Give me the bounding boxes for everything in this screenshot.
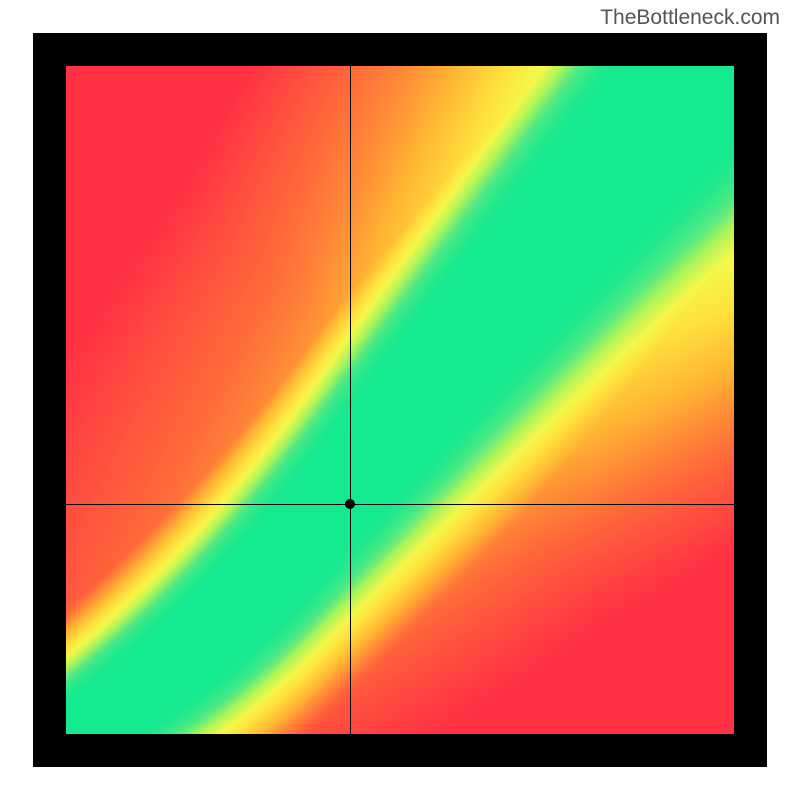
chart-container: TheBottleneck.com bbox=[0, 0, 800, 800]
heatmap-canvas bbox=[66, 66, 734, 734]
crosshair-vertical bbox=[350, 66, 351, 734]
outer-frame bbox=[33, 33, 767, 767]
data-marker bbox=[345, 499, 355, 509]
crosshair-horizontal bbox=[66, 504, 734, 505]
watermark-text: TheBottleneck.com bbox=[600, 6, 780, 30]
plot-area bbox=[66, 66, 734, 734]
